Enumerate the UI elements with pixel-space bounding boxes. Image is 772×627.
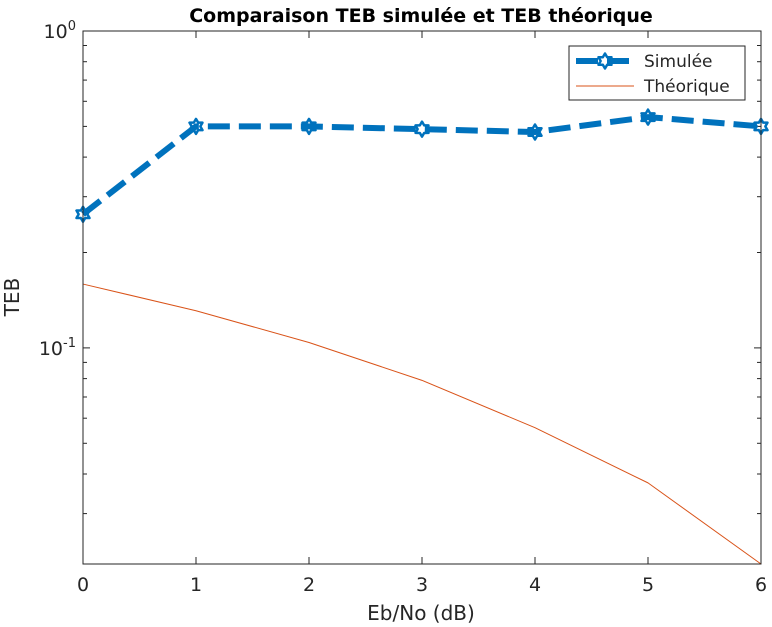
chart-title: Comparaison TEB simulée et TEB théorique (189, 5, 653, 27)
data-point-0-5 (640, 108, 656, 126)
x-tick-label: 4 (529, 574, 541, 596)
x-tick-label: 2 (303, 574, 315, 596)
x-tick-label: 0 (77, 574, 89, 596)
series-line-0 (81, 114, 762, 217)
plot-background (83, 31, 761, 564)
x-tick-label: 5 (642, 574, 654, 596)
legend-label-simulee: Simulée (644, 52, 713, 72)
data-point-0-1 (188, 117, 204, 136)
series-layer (75, 108, 769, 565)
legend-box (568, 45, 746, 101)
series-line-1 (82, 283, 762, 565)
legend: Simulée Théorique (568, 45, 746, 101)
legend-label-theorique: Théorique (643, 77, 730, 97)
x-tick-label: 1 (190, 574, 202, 596)
data-point-0-4 (527, 123, 543, 141)
axes-frame (82, 30, 762, 565)
x-axis-label: Eb/No (dB) (367, 601, 475, 625)
plot-area (83, 31, 761, 564)
legend-marker-simulee (597, 52, 613, 70)
y-tick-label: 10-1 (39, 336, 76, 360)
y-axis-label: TEB (0, 278, 24, 318)
x-tick-label: 6 (755, 574, 767, 596)
minor-ticks (83, 45, 761, 515)
legend-marker-shape (597, 52, 613, 70)
y-tick-label: 100 (44, 19, 76, 43)
data-point-0-2 (301, 117, 317, 136)
data-point-0-3 (414, 120, 430, 138)
x-tick-label: 3 (416, 574, 428, 596)
tick-labels: 0 1 2 3 4 5 6 100 10-1 (39, 19, 767, 596)
axis-box (82, 30, 762, 565)
